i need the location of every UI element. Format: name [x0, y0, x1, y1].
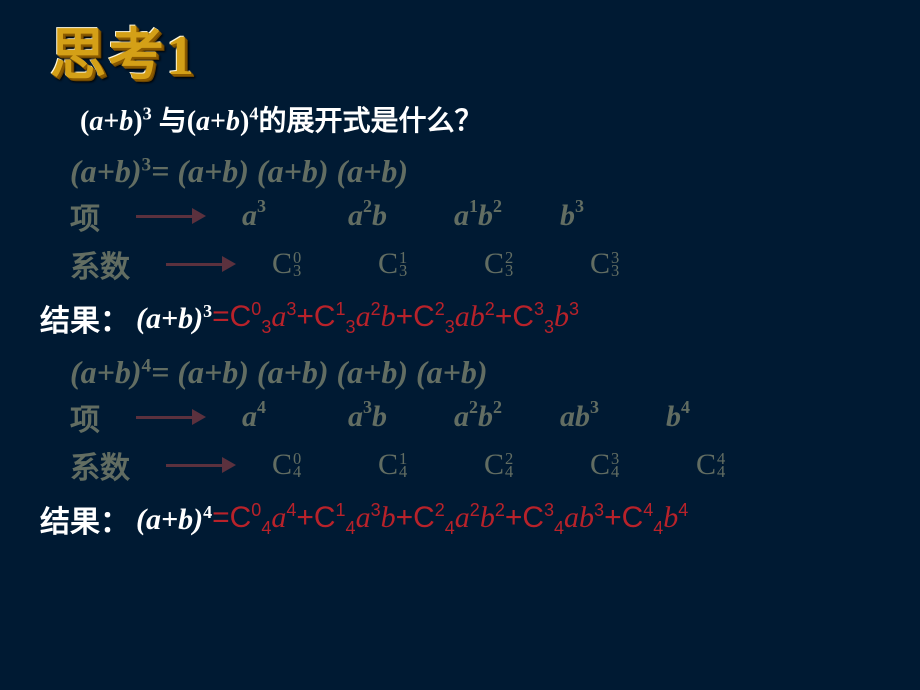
expand-3: (a+b)3= (a+b) (a+b) (a+b) [70, 153, 880, 190]
question-line: (a+b)3 与(a+b)4的展开式是什么？ [80, 99, 880, 139]
result-4: 结果： (a+b)4 =C04a4+C14a3b+C24a2b2+C34ab3+… [40, 497, 880, 541]
terms-row-4: 项 a4 a3b a2b2 ab3 b4 [70, 395, 880, 439]
terms-row-3: 项 a3 a2b a1b2 b3 [70, 194, 880, 238]
coef-row-3: 系数 C03 C13 C23 C33 [70, 242, 880, 286]
result-3: 结果： (a+b)3 =C03a3+C13a2b+C23ab2+C33b3 [40, 296, 880, 340]
slide-title: 思考1 [50, 10, 880, 91]
arrow-icon [166, 260, 236, 268]
arrow-icon [136, 212, 206, 220]
arrow-icon [136, 413, 206, 421]
expand-4: (a+b)4= (a+b) (a+b) (a+b) (a+b) [70, 354, 880, 391]
coef-row-4: 系数 C04 C14 C24 C34 C44 [70, 443, 880, 487]
arrow-icon [166, 461, 236, 469]
